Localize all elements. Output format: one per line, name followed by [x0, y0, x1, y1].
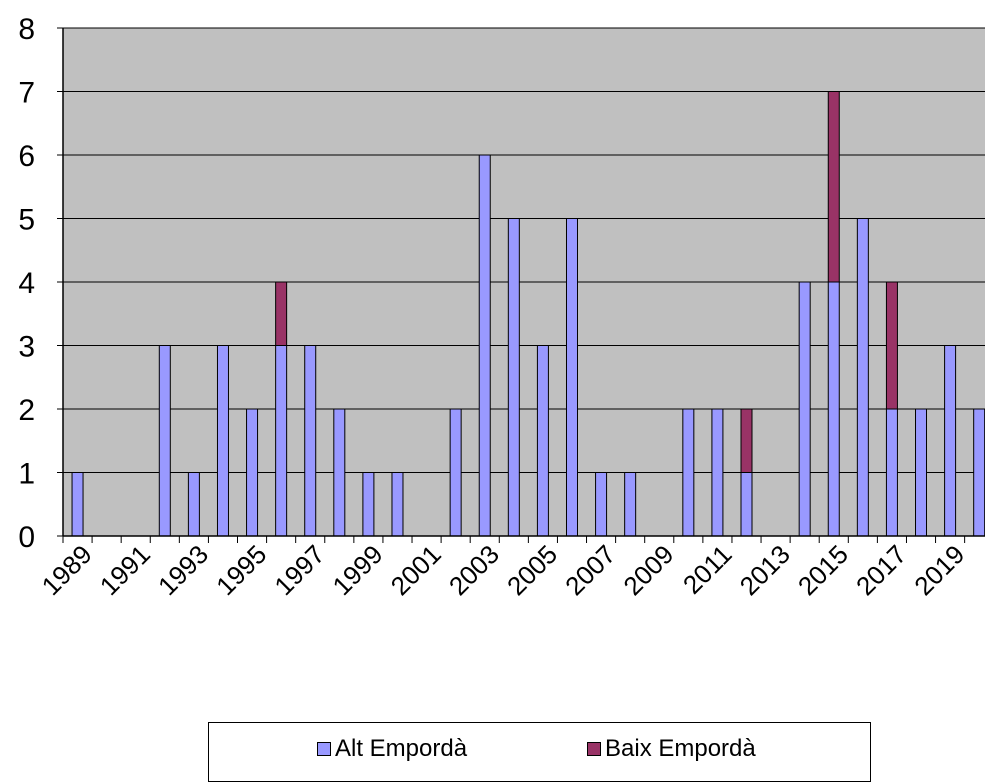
bar-alt-emporda: [856, 218, 869, 537]
legend-swatch-baix-emporda: [587, 742, 601, 756]
bar-alt-emporda: [536, 345, 549, 537]
bar-alt-emporda: [449, 408, 462, 537]
legend-item-alt-emporda: Alt Empordà: [317, 735, 467, 763]
y-tick-label: 8: [18, 13, 35, 46]
x-tick-label: 2015: [792, 539, 854, 601]
x-tick-label: 2007: [559, 539, 621, 601]
bar-baix-emporda: [827, 91, 840, 283]
bar-alt-emporda: [682, 408, 695, 537]
y-tick-label: 2: [18, 394, 35, 427]
x-tick-label: 2011: [677, 539, 738, 600]
bar-alt-emporda: [333, 408, 346, 537]
x-tick-label: 1997: [268, 539, 330, 601]
bar-alt-emporda: [304, 345, 317, 537]
bar-alt-emporda: [827, 281, 840, 537]
bar-alt-emporda: [885, 408, 898, 537]
y-tick-label: 4: [18, 267, 35, 300]
bar-alt-emporda: [187, 472, 200, 537]
legend-swatch-alt-emporda: [317, 742, 331, 756]
x-tick-label: 2017: [850, 539, 912, 601]
x-tick-labels: 1989199119931995199719992001200320052007…: [36, 539, 971, 601]
bar-alt-emporda: [391, 472, 404, 537]
legend-item-baix-emporda: Baix Empordà: [587, 735, 756, 763]
y-tick-label: 0: [18, 521, 35, 554]
bar-alt-emporda: [944, 345, 957, 537]
x-tick-label: 2013: [734, 539, 796, 601]
bar-alt-emporda: [275, 345, 288, 537]
y-tick-label: 6: [18, 140, 35, 173]
x-tick-label: 2019: [908, 539, 970, 601]
bar-alt-emporda: [158, 345, 171, 537]
x-tick-label: 1993: [152, 539, 214, 601]
bar-alt-emporda: [595, 472, 608, 537]
bar-alt-emporda: [246, 408, 259, 537]
y-tick-labels: 0 1 2 3 4 5 6 7 8: [18, 13, 35, 554]
bar-alt-emporda: [71, 472, 84, 537]
x-tick-label: 2003: [443, 539, 505, 601]
bar-alt-emporda: [216, 345, 229, 537]
x-tick-label: 2005: [501, 539, 563, 601]
axes: [62, 28, 985, 543]
bar-alt-emporda: [915, 408, 928, 537]
y-tick-label: 5: [18, 204, 35, 237]
legend-label-baix-emporda: Baix Empordà: [605, 735, 756, 762]
bar-alt-emporda: [973, 408, 985, 537]
x-tick-label: 2009: [617, 539, 679, 601]
x-tick-label: 2001: [385, 539, 447, 601]
bar-baix-emporda: [885, 281, 898, 410]
x-tick-label: 1989: [36, 539, 98, 601]
legend: Alt Empordà Baix Empordà: [208, 722, 871, 782]
bar-alt-emporda: [362, 472, 375, 537]
bar-alt-emporda: [798, 281, 811, 537]
x-tick-label: 1991: [94, 539, 156, 601]
bar-alt-emporda: [740, 472, 753, 537]
x-tick-label: 1999: [327, 539, 389, 601]
bar-alt-emporda: [565, 218, 578, 537]
bar-baix-emporda: [740, 408, 753, 473]
bars: [71, 91, 985, 537]
x-tick-label: 1995: [210, 539, 272, 601]
legend-label-alt-emporda: Alt Empordà: [335, 735, 468, 762]
bar-alt-emporda: [624, 472, 637, 537]
bar-baix-emporda: [275, 281, 288, 346]
y-tick-label: 1: [18, 458, 35, 491]
bar-alt-emporda: [711, 408, 724, 537]
bar-alt-emporda: [507, 218, 520, 537]
y-tick-label: 3: [18, 331, 35, 364]
y-tick-label: 7: [18, 77, 35, 110]
bar-alt-emporda: [478, 154, 491, 537]
